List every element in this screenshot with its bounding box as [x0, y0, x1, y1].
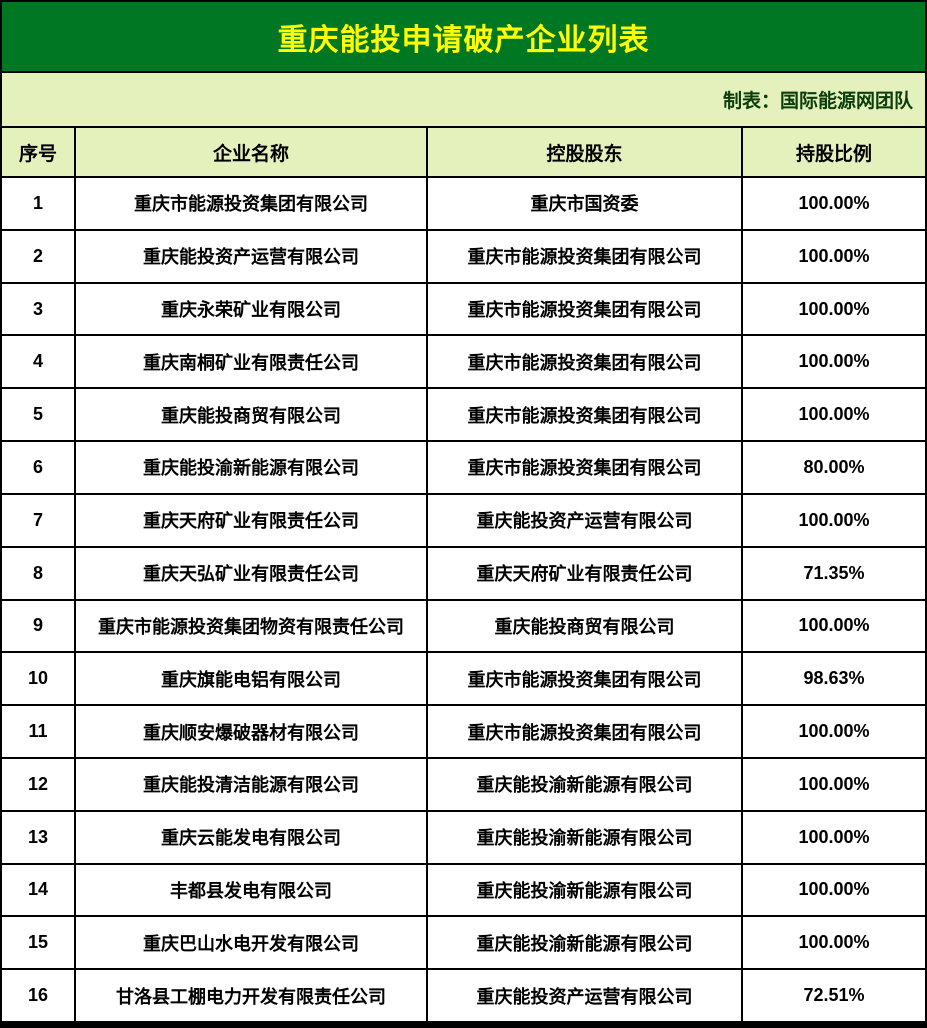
ratio-cell: 98.63% — [741, 653, 925, 705]
shareholder-cell: 重庆市能源投资集团有限公司 — [426, 230, 741, 282]
seq-cell: 6 — [2, 442, 74, 493]
header-shareholder: 控股股东 — [426, 128, 741, 176]
company-cell: 重庆顺安爆破器材有限公司 — [74, 706, 426, 757]
company-cell: 重庆能投清洁能源有限公司 — [74, 758, 426, 810]
shareholder-cell: 重庆能投渝新能源有限公司 — [426, 864, 741, 916]
seq-cell: 10 — [2, 653, 74, 705]
shareholder-cell: 重庆能投商贸有限公司 — [426, 600, 741, 652]
seq-cell: 4 — [2, 336, 74, 388]
table-row: 16 甘洛县工棚电力开发有限责任公司 重庆能投资产运营有限公司 72.51% — [2, 970, 925, 1021]
ratio-cell: 100.00% — [741, 336, 925, 388]
company-cell: 重庆能投资产运营有限公司 — [74, 230, 426, 282]
table-header-row: 序号 企业名称 控股股东 持股比例 — [2, 128, 925, 178]
shareholder-cell: 重庆市能源投资集团有限公司 — [426, 442, 741, 493]
table-row: 13 重庆云能发电有限公司 重庆能投渝新能源有限公司 100.00% — [2, 811, 925, 865]
credit-label: 制表：国际能源网团队 — [722, 91, 913, 112]
ratio-cell: 100.00% — [741, 230, 925, 282]
shareholder-cell: 重庆市能源投资集团有限公司 — [426, 653, 741, 705]
shareholder-cell: 重庆能投渝新能源有限公司 — [426, 917, 741, 969]
seq-cell: 14 — [2, 864, 74, 916]
page-title: 重庆能投申请破产企业列表 — [277, 23, 650, 57]
table-row: 1 重庆市能源投资集团有限公司 重庆市国资委 100.00% — [2, 178, 925, 231]
table-row: 5 重庆能投商贸有限公司 重庆市能源投资集团有限公司 100.00% — [2, 389, 925, 443]
shareholder-cell: 重庆能投渝新能源有限公司 — [426, 811, 741, 863]
seq-cell: 5 — [2, 389, 74, 441]
ratio-cell: 100.00% — [741, 178, 925, 229]
ratio-cell: 100.00% — [741, 600, 925, 652]
ratio-cell: 100.00% — [741, 758, 925, 810]
ratio-cell: 80.00% — [741, 442, 925, 493]
table-row: 15 重庆巴山水电开发有限公司 重庆能投渝新能源有限公司 100.00% — [2, 917, 925, 971]
seq-cell: 9 — [2, 600, 74, 652]
shareholder-cell: 重庆天府矿业有限责任公司 — [426, 547, 741, 599]
seq-cell: 7 — [2, 494, 74, 546]
shareholder-cell: 重庆市能源投资集团有限公司 — [426, 336, 741, 388]
shareholder-cell: 重庆能投渝新能源有限公司 — [426, 758, 741, 810]
table-row: 8 重庆天弘矿业有限责任公司 重庆天府矿业有限责任公司 71.35% — [2, 547, 925, 601]
company-cell: 重庆云能发电有限公司 — [74, 811, 426, 863]
table-body: 1 重庆市能源投资集团有限公司 重庆市国资委 100.00% 2 重庆能投资产运… — [2, 178, 925, 1021]
table-row: 3 重庆永荣矿业有限公司 重庆市能源投资集团有限公司 100.00% — [2, 283, 925, 337]
ratio-cell: 71.35% — [741, 547, 925, 599]
shareholder-cell: 重庆能投资产运营有限公司 — [426, 494, 741, 546]
company-cell: 甘洛县工棚电力开发有限责任公司 — [74, 970, 426, 1021]
seq-cell: 12 — [2, 758, 74, 810]
shareholder-cell: 重庆市能源投资集团有限公司 — [426, 283, 741, 335]
shareholder-cell: 重庆市能源投资集团有限公司 — [426, 389, 741, 441]
table-row: 9 重庆市能源投资集团物资有限责任公司 重庆能投商贸有限公司 100.00% — [2, 600, 925, 654]
seq-cell: 2 — [2, 230, 74, 282]
company-cell: 重庆南桐矿业有限责任公司 — [74, 336, 426, 388]
company-cell: 重庆市能源投资集团有限公司 — [74, 178, 426, 229]
table-row: 6 重庆能投渝新能源有限公司 重庆市能源投资集团有限公司 80.00% — [2, 442, 925, 495]
credit-band: 制表：国际能源网团队 — [2, 73, 925, 128]
company-cell: 重庆能投渝新能源有限公司 — [74, 442, 426, 493]
table-row: 2 重庆能投资产运营有限公司 重庆市能源投资集团有限公司 100.00% — [2, 230, 925, 284]
ratio-cell: 100.00% — [741, 864, 925, 916]
shareholder-cell: 重庆市国资委 — [426, 178, 741, 229]
company-cell: 重庆巴山水电开发有限公司 — [74, 917, 426, 969]
seq-cell: 16 — [2, 970, 74, 1021]
header-seq: 序号 — [18, 143, 57, 165]
company-cell: 重庆旗能电铝有限公司 — [74, 653, 426, 705]
table-row: 4 重庆南桐矿业有限责任公司 重庆市能源投资集团有限公司 100.00% — [2, 336, 925, 390]
company-cell: 丰都县发电有限公司 — [74, 864, 426, 916]
table-row: 10 重庆旗能电铝有限公司 重庆市能源投资集团有限公司 98.63% — [2, 653, 925, 707]
company-cell: 重庆永荣矿业有限公司 — [74, 283, 426, 335]
ratio-cell: 72.51% — [741, 970, 925, 1021]
ratio-cell: 100.00% — [741, 283, 925, 335]
seq-cell: 1 — [2, 178, 74, 229]
seq-cell: 15 — [2, 917, 74, 969]
company-cell: 重庆天府矿业有限责任公司 — [74, 494, 426, 546]
seq-cell: 3 — [2, 283, 74, 335]
seq-cell: 11 — [2, 706, 74, 757]
ratio-cell: 100.00% — [741, 706, 925, 757]
header-ratio: 持股比例 — [741, 128, 925, 176]
table-row: 11 重庆顺安爆破器材有限公司 重庆市能源投资集团有限公司 100.00% — [2, 706, 925, 759]
ratio-cell: 100.00% — [741, 389, 925, 441]
ratio-cell: 100.00% — [741, 494, 925, 546]
header-company: 企业名称 — [74, 128, 426, 176]
company-cell: 重庆能投商贸有限公司 — [74, 389, 426, 441]
company-cell: 重庆天弘矿业有限责任公司 — [74, 547, 426, 599]
ratio-cell: 100.00% — [741, 811, 925, 863]
title-bar: 重庆能投申请破产企业列表 — [2, 2, 925, 73]
table-row: 12 重庆能投清洁能源有限公司 重庆能投渝新能源有限公司 100.00% — [2, 758, 925, 812]
shareholder-cell: 重庆市能源投资集团有限公司 — [426, 706, 741, 757]
shareholder-cell: 重庆能投资产运营有限公司 — [426, 970, 741, 1021]
seq-cell: 8 — [2, 547, 74, 599]
table-row: 7 重庆天府矿业有限责任公司 重庆能投资产运营有限公司 100.00% — [2, 494, 925, 548]
table-row: 14 丰都县发电有限公司 重庆能投渝新能源有限公司 100.00% — [2, 864, 925, 918]
seq-cell: 13 — [2, 811, 74, 863]
company-cell: 重庆市能源投资集团物资有限责任公司 — [74, 600, 426, 652]
ratio-cell: 100.00% — [741, 917, 925, 969]
